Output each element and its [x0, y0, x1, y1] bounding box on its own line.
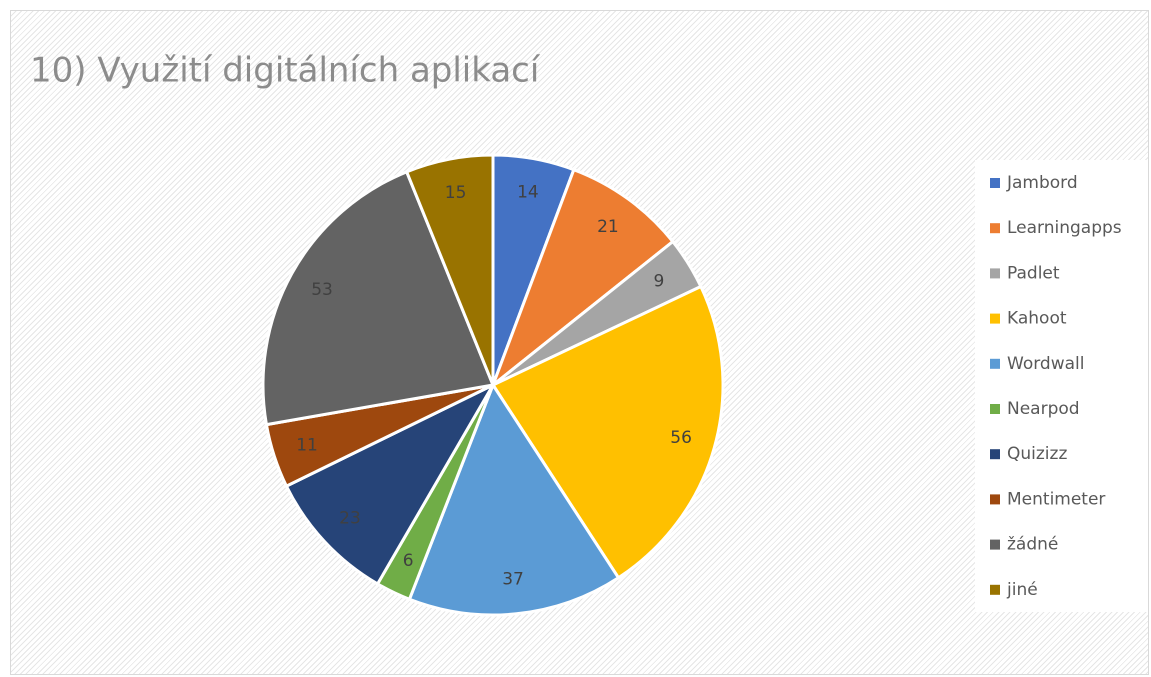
- data-label: 11: [296, 435, 318, 455]
- data-label: 6: [403, 551, 414, 571]
- legend-box: [975, 160, 1148, 612]
- data-label: 23: [339, 508, 361, 528]
- data-label: 21: [597, 217, 619, 237]
- chart-title: 10) Využití digitálních aplikací: [30, 51, 541, 91]
- legend-swatch: [990, 494, 1000, 505]
- legend-label: Nearpod: [1007, 399, 1080, 419]
- data-label: 14: [517, 183, 539, 203]
- legend-label: Wordwall: [1007, 354, 1084, 374]
- legend-label: jiné: [1006, 580, 1038, 600]
- data-label: 53: [311, 280, 333, 300]
- data-label: 37: [502, 569, 524, 589]
- legend-label: žádné: [1007, 535, 1058, 555]
- data-label: 56: [670, 428, 692, 448]
- legend-swatch: [990, 268, 1000, 279]
- pie-slice: [407, 381, 621, 617]
- legend-swatch: [990, 223, 1000, 234]
- legend-swatch: [990, 313, 1000, 324]
- pie-slice: [490, 284, 725, 580]
- pie-slice: [489, 167, 675, 390]
- legend-label: Quizizz: [1007, 444, 1067, 464]
- pie-slice: [404, 153, 495, 386]
- data-label: 9: [653, 272, 664, 292]
- legend-swatch: [990, 404, 1000, 414]
- data-label: 15: [445, 183, 467, 203]
- legend-label: Mentimeter: [1007, 489, 1105, 509]
- legend-swatch: [990, 358, 1000, 369]
- legend-label: Padlet: [1007, 263, 1060, 283]
- legend-swatch: [990, 584, 1000, 595]
- legend-label: Learningapps: [1007, 218, 1122, 238]
- pie-slice: [261, 169, 496, 427]
- legend-label: Kahoot: [1007, 309, 1067, 329]
- legend-swatch: [990, 178, 1000, 188]
- pie-slice: [284, 381, 497, 586]
- legend-swatch: [990, 449, 1000, 460]
- legend-label: Jambord: [1006, 173, 1078, 193]
- legend-swatch: [990, 539, 1000, 550]
